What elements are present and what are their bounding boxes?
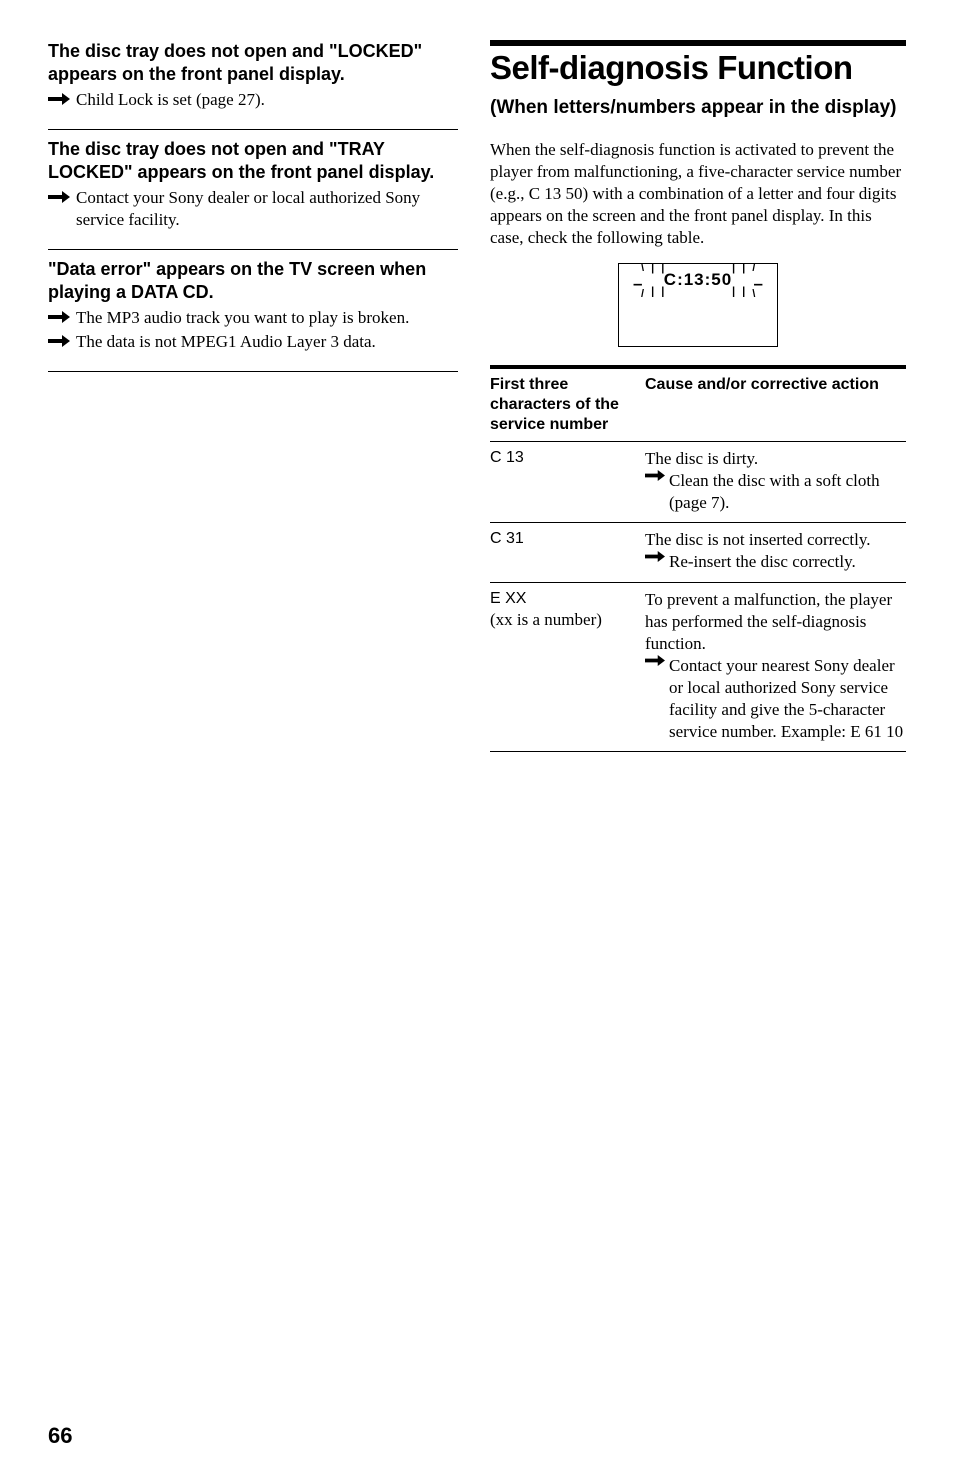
title-rule xyxy=(490,40,906,46)
code-label: E XX xyxy=(490,589,645,610)
bullet-row: Contact your Sony dealer or local author… xyxy=(48,187,458,231)
section-heading: "Data error" appears on the TV screen wh… xyxy=(48,258,458,303)
fix-text: Re-insert the disc correctly. xyxy=(667,551,906,573)
code-cell: C 13 xyxy=(490,442,645,523)
fix-row: Re-insert the disc correctly. xyxy=(645,551,906,573)
cause-text: The disc is dirty. xyxy=(645,448,906,470)
action-cell: The disc is dirty. Clean the disc with a… xyxy=(645,442,906,523)
table-row: C 13 The disc is dirty. Clean the disc w… xyxy=(490,442,906,523)
section-heading: The disc tray does not open and "TRAY LO… xyxy=(48,138,458,183)
arrow-right-icon xyxy=(48,307,76,325)
table-header-action: Cause and/or corrective action xyxy=(645,367,906,442)
bullet-text: Child Lock is set (page 27). xyxy=(76,89,458,111)
section-locked: The disc tray does not open and "LOCKED"… xyxy=(48,40,458,111)
ray-icon: \ | | xyxy=(641,262,666,274)
table-header-code: First three characters of the service nu… xyxy=(490,367,645,442)
ray-icon: \ | | xyxy=(641,286,666,298)
arrow-right-icon xyxy=(48,89,76,107)
fix-text: Contact your nearest Sony dealer or loca… xyxy=(667,655,906,743)
table-row: E XX (xx is a number) To prevent a malfu… xyxy=(490,582,906,752)
arrow-right-icon xyxy=(48,187,76,205)
divider xyxy=(48,129,458,130)
cause-text: The disc is not inserted correctly. xyxy=(645,529,906,551)
bullet-text: The MP3 audio track you want to play is … xyxy=(76,307,458,329)
arrow-right-icon xyxy=(48,331,76,349)
ray-icon: \ | | xyxy=(730,286,755,298)
page-number: 66 xyxy=(48,1423,72,1449)
section-heading: The disc tray does not open and "LOCKED"… xyxy=(48,40,458,85)
right-column: Self-diagnosis Function (When letters/nu… xyxy=(490,40,906,752)
ray-icon: \ | | xyxy=(730,262,755,274)
section-data-error: "Data error" appears on the TV screen wh… xyxy=(48,258,458,353)
title-block: Self-diagnosis Function (When letters/nu… xyxy=(490,40,906,125)
fix-text: Clean the disc with a soft cloth (page 7… xyxy=(667,470,906,514)
fix-row: Contact your nearest Sony dealer or loca… xyxy=(645,655,906,743)
code-sublabel: (xx is a number) xyxy=(490,609,645,631)
divider xyxy=(48,249,458,250)
section-tray-locked: The disc tray does not open and "TRAY LO… xyxy=(48,138,458,231)
bullet-text: The data is not MPEG1 Audio Layer 3 data… xyxy=(76,331,458,353)
body-paragraph: When the self-diagnosis function is acti… xyxy=(490,139,906,249)
lcd-text: C:13:50 xyxy=(664,270,732,290)
table-header-row: First three characters of the service nu… xyxy=(490,367,906,442)
table-row: C 31 The disc is not inserted correctly.… xyxy=(490,523,906,582)
arrow-right-icon xyxy=(645,655,665,666)
divider xyxy=(48,371,458,372)
bullet-row: Child Lock is set (page 27). xyxy=(48,89,458,111)
subtitle: (When letters/numbers appear in the disp… xyxy=(490,92,906,124)
code-cell: E XX (xx is a number) xyxy=(490,582,645,752)
fix-row: Clean the disc with a soft cloth (page 7… xyxy=(645,470,906,514)
code-cell: C 31 xyxy=(490,523,645,582)
left-column: The disc tray does not open and "LOCKED"… xyxy=(48,40,458,752)
bullet-text: Contact your Sony dealer or local author… xyxy=(76,187,458,231)
lcd-display-box: \ | | \ | | – C:13:50 – \ | | \ | | xyxy=(618,263,778,347)
arrow-right-icon xyxy=(645,470,665,481)
bullet-row: The MP3 audio track you want to play is … xyxy=(48,307,458,329)
lcd-display-wrap: \ | | \ | | – C:13:50 – \ | | \ | | xyxy=(490,263,906,347)
action-cell: To prevent a malfunction, the player has… xyxy=(645,582,906,752)
action-cell: The disc is not inserted correctly. Re-i… xyxy=(645,523,906,582)
arrow-right-icon xyxy=(645,551,665,562)
main-title: Self-diagnosis Function xyxy=(490,50,906,86)
bullet-row: The data is not MPEG1 Audio Layer 3 data… xyxy=(48,331,458,353)
cause-text: To prevent a malfunction, the player has… xyxy=(645,589,906,655)
service-table: First three characters of the service nu… xyxy=(490,365,906,752)
